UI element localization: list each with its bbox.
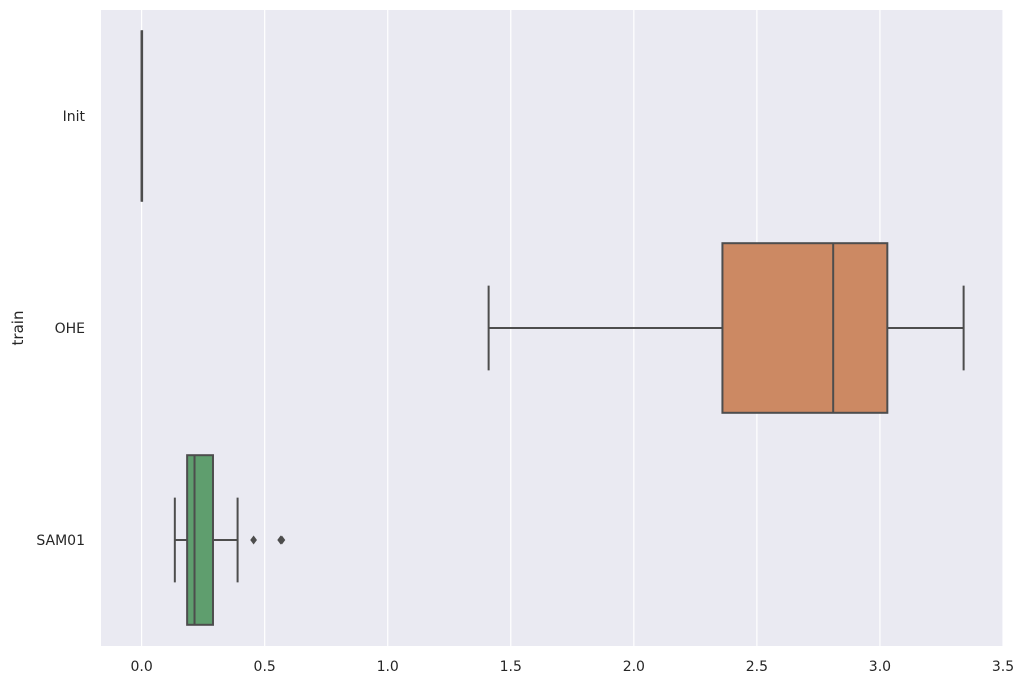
x-tick-label: 1.5 (500, 659, 522, 675)
y-tick-label: OHE (55, 321, 85, 337)
y-axis-ticks: Init OHE SAM01 (36, 109, 85, 549)
box-ohe (487, 242, 965, 414)
box-init (140, 30, 144, 202)
x-axis-ticks: 0.0 0.5 1.0 1.5 2.0 2.5 3.0 3.5 (130, 659, 1014, 675)
y-axis-label: train (9, 311, 27, 346)
box-iqr (186, 454, 214, 626)
x-tick-label: 2.0 (623, 659, 645, 675)
box-sam01 (173, 454, 286, 626)
x-tick-label: 0.5 (254, 659, 276, 675)
outlier-point (278, 535, 286, 545)
x-tick-label: 1.0 (377, 659, 399, 675)
box-series (140, 30, 965, 626)
box-iqr (721, 242, 889, 414)
outlier-point (250, 535, 257, 545)
x-tick-label: 2.5 (746, 659, 768, 675)
x-tick-label: 0.0 (130, 659, 152, 675)
x-tick-label: 3.5 (992, 659, 1014, 675)
y-tick-label: Init (63, 109, 86, 125)
y-tick-label: SAM01 (36, 533, 85, 549)
x-tick-label: 3.0 (869, 659, 891, 675)
